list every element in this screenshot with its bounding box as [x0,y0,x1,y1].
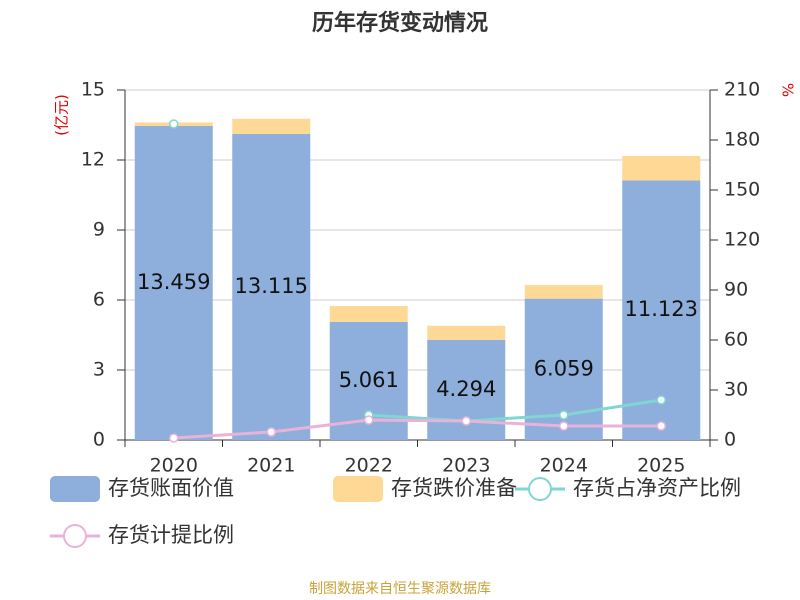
y2-tick-label: 90 [724,279,748,301]
bar [232,118,311,134]
line-point [461,416,471,426]
data-label: 5.061 [339,368,399,392]
line-point [559,421,569,431]
y2-tick-label: 180 [724,129,760,151]
bar [232,133,311,440]
chart-title: 历年存货变动情况 [312,10,488,36]
x-tick-label: 2021 [247,455,295,477]
x-tick-label: 2020 [150,455,198,477]
legend-label: 存货占净资产比例 [573,476,741,500]
y2-tick-label: 120 [724,229,760,251]
legend-label: 存货计提比例 [108,523,234,547]
data-label: 11.123 [625,297,698,321]
line-point [559,410,569,420]
y-tick-label: 6 [93,289,105,311]
legend-swatch [50,476,100,502]
bar [134,125,213,440]
y2-tick-label: 30 [724,379,748,401]
x-tick-label: 2023 [442,455,490,477]
y-tick-label: 12 [81,149,105,171]
legend-label: 存货跌价准备 [391,476,517,500]
line-point [169,119,179,129]
legend-swatch [528,477,552,501]
y-tick-label: 0 [93,429,105,451]
legend-swatch [333,476,383,502]
line [368,398,662,423]
x-tick-label: 2022 [345,455,393,477]
data-label: 6.059 [534,356,594,380]
y2-tick-label: 150 [724,179,760,201]
bar [427,325,506,340]
line-point [656,421,666,431]
y-axis-label: (亿元) [53,94,71,136]
x-tick-label: 2024 [540,455,588,477]
bar [622,155,701,181]
data-label: 13.115 [235,274,308,298]
y-tick-label: 3 [93,359,105,381]
y-tick-label: 15 [81,79,105,101]
y2-tick-label: 0 [724,429,736,451]
line-point [266,427,276,437]
x-tick-label: 2025 [637,455,685,477]
data-label: 4.294 [436,377,496,401]
y-tick-label: 9 [93,219,105,241]
y2-axis-label: % [779,83,797,97]
y2-tick-label: 60 [724,329,748,351]
legend-label: 存货账面价值 [108,476,234,500]
legend-swatch [63,524,87,548]
bar [329,306,408,322]
line-point [169,433,179,443]
bar [524,285,603,299]
line-point [364,415,374,425]
line [173,418,662,440]
data-label: 13.459 [137,270,210,294]
source-note: 制图数据来自恒生聚源数据库 [309,581,491,597]
line-point [656,395,666,405]
y2-tick-label: 210 [724,79,760,101]
